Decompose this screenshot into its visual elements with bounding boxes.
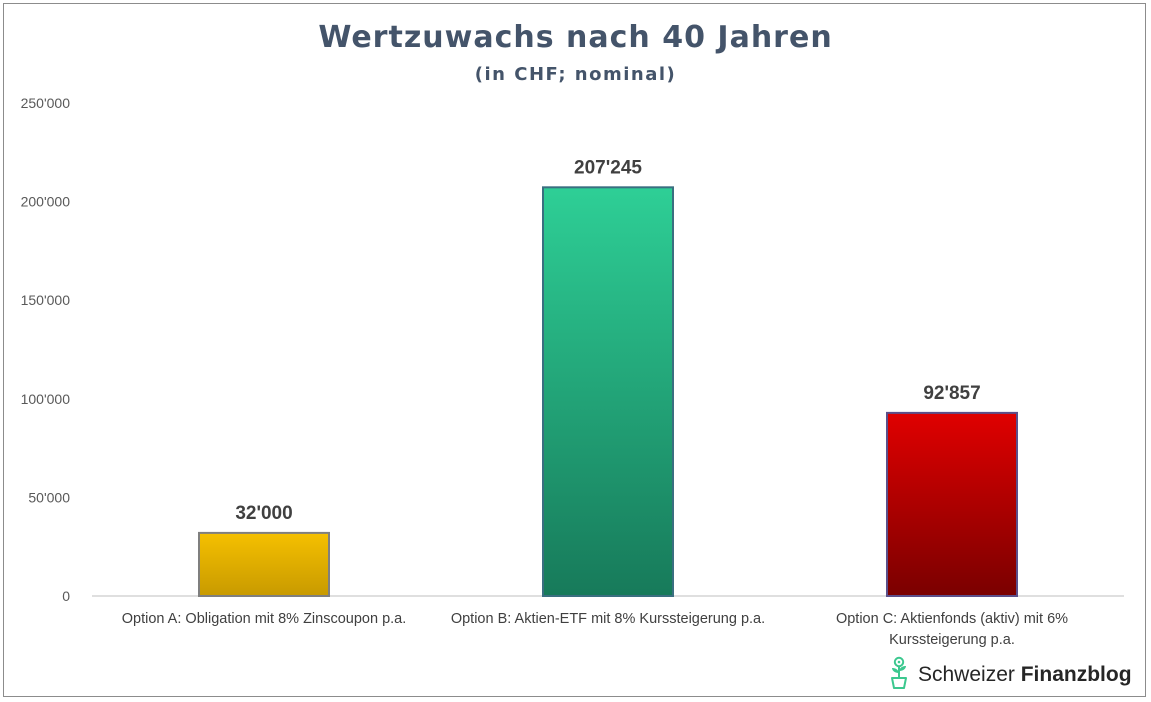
bar-series: 32'000 207'245 92'857 [198, 157, 1018, 597]
x-tick-label: Option C: Aktienfonds (aktiv) mit 6% Kurs… [836, 611, 1068, 648]
brand-word-regular: Schweizer [918, 663, 1015, 686]
y-tick-label: 50'000 [28, 489, 70, 505]
data-label: 207'245 [574, 157, 642, 178]
bar-option-b [542, 186, 674, 597]
y-tick-label: 0 [62, 588, 70, 604]
y-axis: 0 50'000 100'000 150'000 200'000 250'000 [21, 95, 71, 604]
bar-option-a [198, 531, 330, 597]
data-label: 32'000 [235, 503, 292, 524]
y-tick-label: 150'000 [21, 292, 71, 308]
bar-option-c [886, 411, 1018, 597]
brand-name: Schweizer Finanzblog [918, 663, 1132, 687]
plant-pot-icon [888, 656, 910, 695]
chart-title: Wertzuwachs nach 40 Jahren [318, 20, 833, 55]
brand-word-bold: Finanzblog [1020, 663, 1132, 686]
y-tick-label: 200'000 [21, 194, 71, 210]
x-axis-labels: Option A: Obligation mit 8% Zinscoupon p… [122, 611, 1068, 648]
y-tick-label: 100'000 [21, 391, 71, 407]
x-tick-label: Option A: Obligation mit 8% Zinscoupon p… [122, 611, 407, 627]
chart-subtitle: (in CHF; nominal) [474, 64, 677, 85]
brand-logo: Schweizer Finanzblog [888, 656, 1132, 695]
data-label: 92'857 [923, 383, 980, 404]
x-tick-label: Option B: Aktien-ETF mit 8% Kurssteigeru… [451, 611, 765, 627]
y-tick-label: 250'000 [21, 95, 71, 111]
